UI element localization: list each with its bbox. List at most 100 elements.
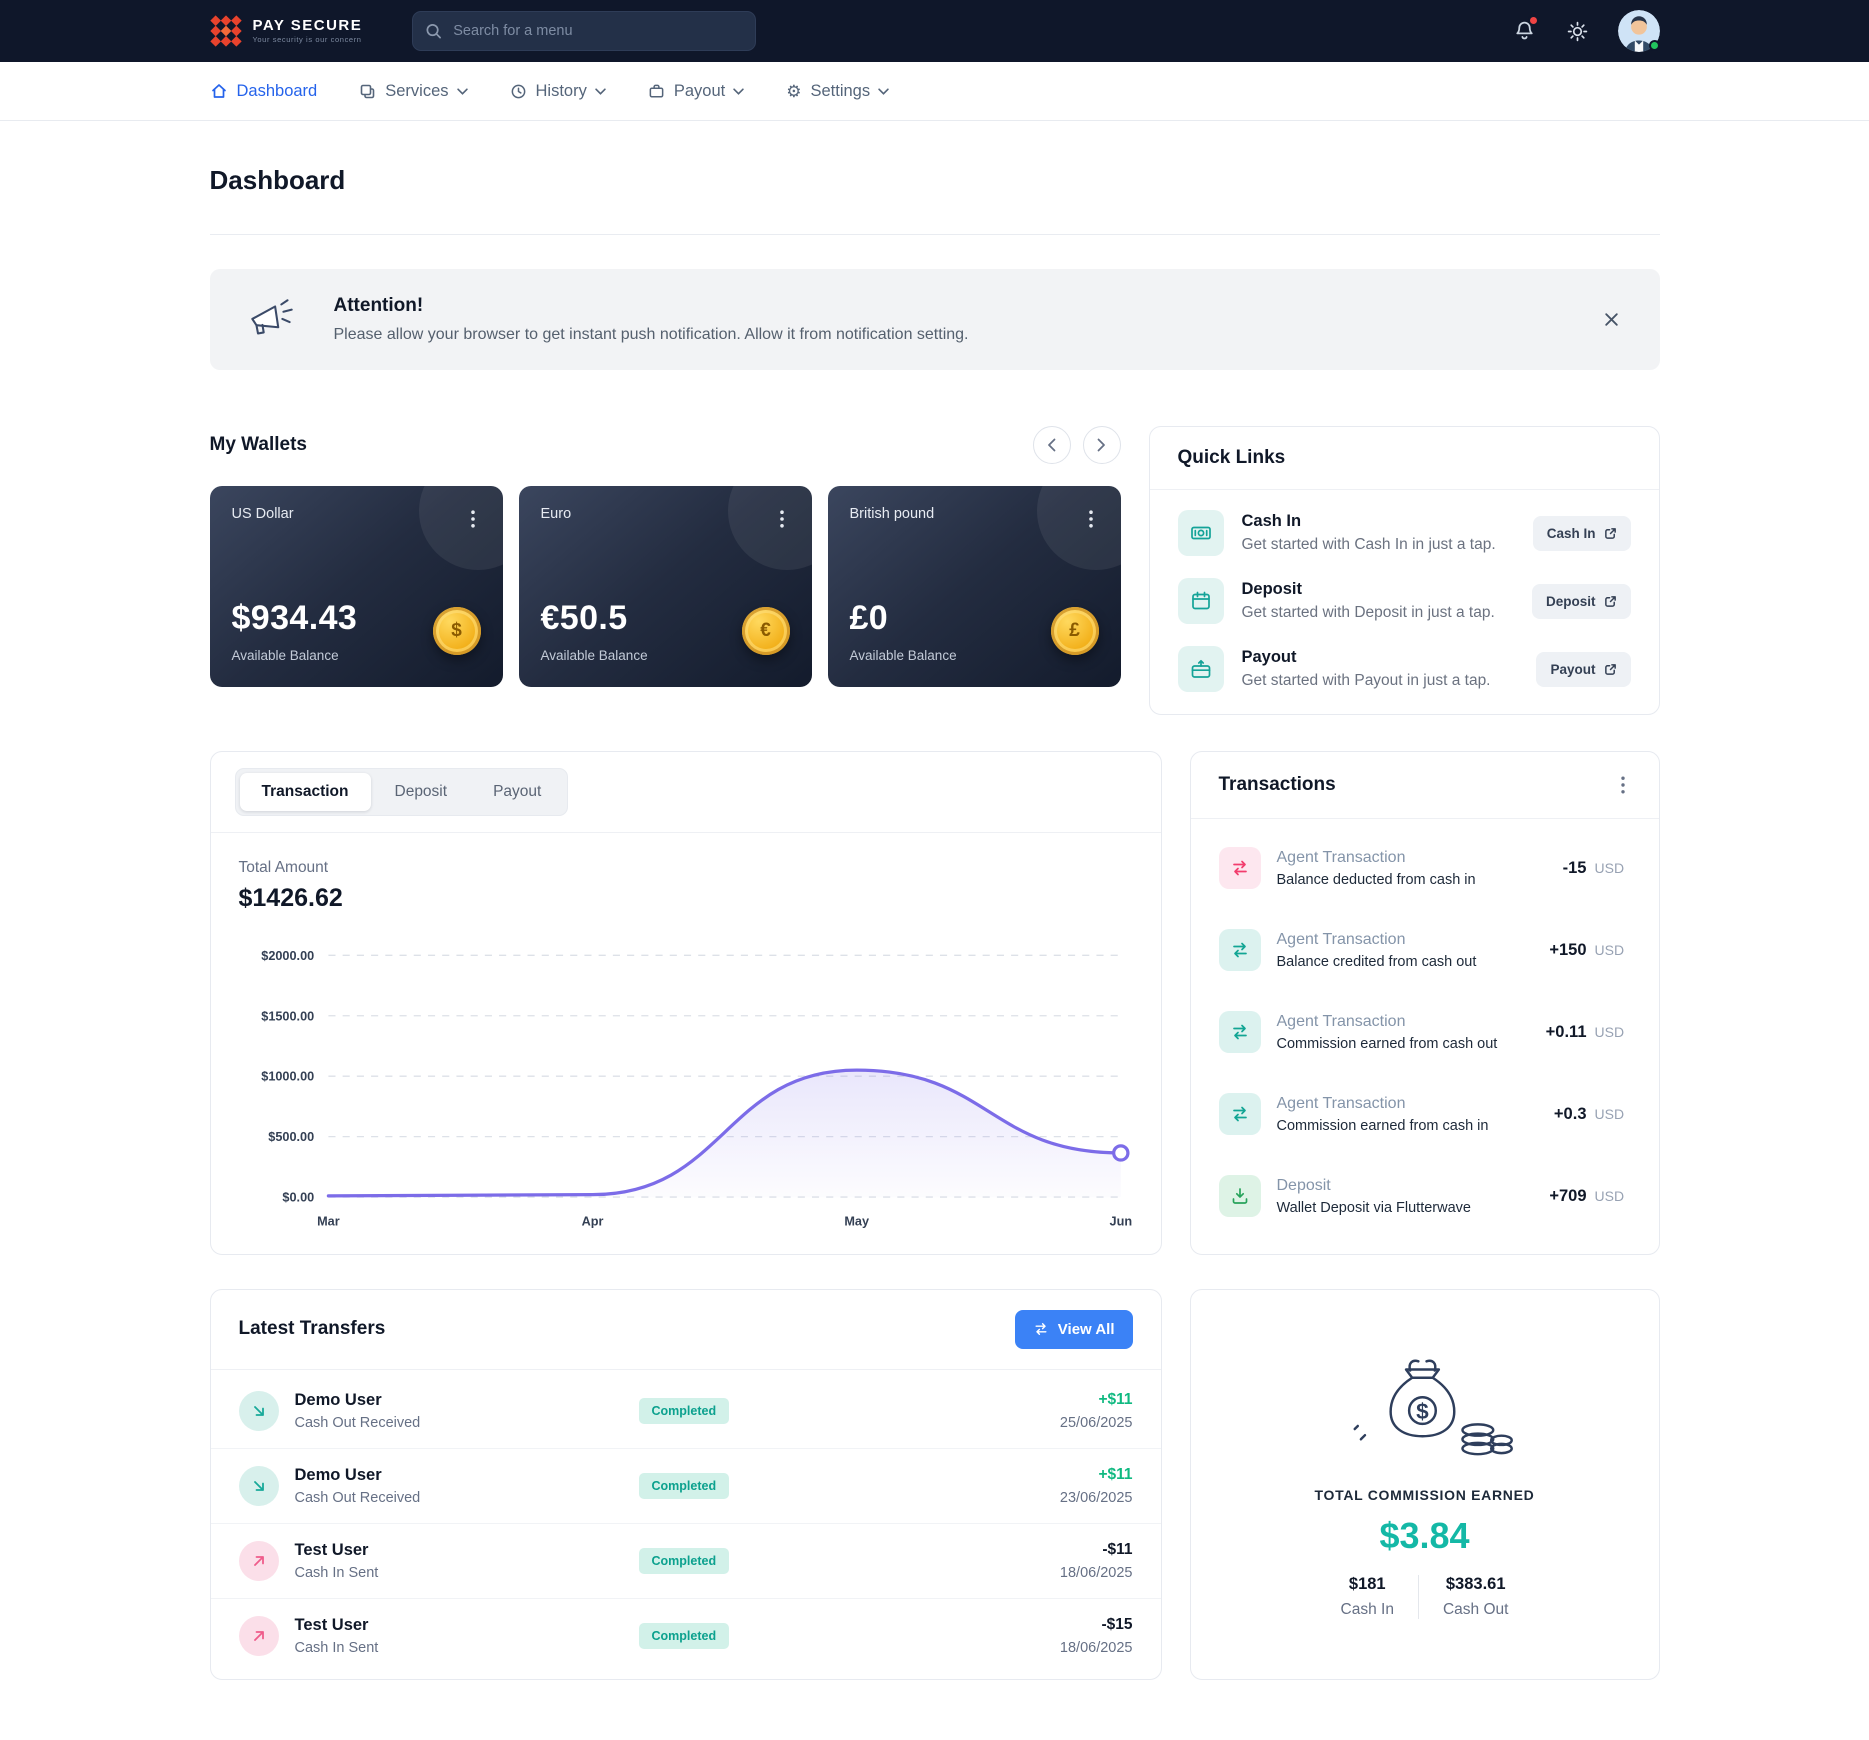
tab-payout[interactable]: Payout — [471, 773, 563, 811]
transfer-amount: +$11 — [1098, 1465, 1133, 1483]
wallets-next-button[interactable] — [1082, 426, 1121, 464]
cash-in-button[interactable]: Cash In — [1532, 515, 1631, 551]
quick-link-description: Get started with Payout in just a tap. — [1241, 672, 1491, 689]
megaphone-icon — [244, 296, 300, 344]
wallet-currency-name: British pound — [849, 506, 935, 522]
external-link-icon — [1604, 527, 1617, 540]
wallets-carousel[interactable]: US Dollar $934.43 Available Balance $ — [209, 486, 1121, 687]
quick-link-payout: Payout Get started with Payout in just a… — [1177, 646, 1631, 692]
wallet-card-british-pound: British pound £0 Available Balance £ — [827, 486, 1121, 687]
online-status-dot — [1648, 40, 1660, 51]
transaction-amount: +709 — [1549, 1186, 1587, 1205]
transfer-amount: +$11 — [1098, 1390, 1133, 1408]
transaction-item[interactable]: Deposit Wallet Deposit via Flutterwave +… — [1218, 1155, 1631, 1237]
attention-banner: Attention! Please allow your browser to … — [209, 269, 1660, 370]
transaction-item[interactable]: Agent Transaction Commission earned from… — [1218, 1073, 1631, 1155]
services-icon — [359, 83, 376, 100]
notifications-button[interactable] — [1512, 15, 1539, 44]
transaction-amount: +0.11 — [1545, 1022, 1587, 1041]
tab-transaction[interactable]: Transaction — [239, 773, 371, 811]
search-input[interactable] — [412, 11, 757, 51]
quick-link-description: Get started with Cash In in just a tap. — [1241, 536, 1496, 553]
commission-label: TOTAL COMMISSION EARNED — [1314, 1487, 1535, 1504]
transfer-arrows-icon — [1218, 929, 1261, 971]
brand-logo[interactable]: PAY SECURE Your security is our concern — [209, 15, 363, 47]
transaction-item[interactable]: Agent Transaction Balance credited from … — [1218, 909, 1631, 991]
chart-tabs: Transaction Deposit Payout — [234, 768, 569, 816]
svg-text:May: May — [844, 1215, 869, 1229]
wallet-menu-button[interactable] — [465, 506, 481, 532]
currency-coin-icon: $ — [432, 607, 481, 655]
money-bag-icon: $ — [1332, 1349, 1517, 1467]
transaction-subtitle: Wallet Deposit via Flutterwave — [1276, 1199, 1471, 1216]
banner-title: Attention! — [333, 295, 424, 316]
payout-icon — [1177, 646, 1224, 692]
chevron-down-icon — [733, 87, 744, 95]
nav-label: Dashboard — [236, 81, 318, 100]
tab-deposit[interactable]: Deposit — [373, 773, 470, 811]
deposit-button[interactable]: Deposit — [1531, 583, 1631, 619]
quick-link-title: Deposit — [1241, 580, 1303, 598]
transfer-row[interactable]: Test User Cash In Sent Completed -$15 18… — [211, 1599, 1161, 1673]
view-all-button[interactable]: View All — [1014, 1309, 1133, 1349]
banner-close-button[interactable] — [1597, 305, 1626, 334]
wallet-currency-name: Euro — [540, 506, 572, 522]
wallet-card-euro: Euro €50.5 Available Balance € — [518, 486, 812, 687]
commission-cash-out-stat: $383.61 Cash Out — [1419, 1575, 1532, 1619]
svg-text:$: $ — [1416, 1399, 1429, 1424]
cash-out-label: Cash Out — [1442, 1601, 1509, 1619]
transfer-user-name: Test User — [294, 1540, 369, 1559]
user-avatar[interactable] — [1617, 10, 1660, 52]
wallet-balance: €50.5 — [540, 599, 628, 637]
wallet-menu-button[interactable] — [1083, 506, 1099, 532]
transaction-currency: USD — [1594, 1105, 1625, 1122]
nav-item-settings[interactable]: ⚙ Settings — [786, 82, 889, 101]
nav-item-services[interactable]: Services — [359, 81, 468, 101]
transfer-arrows-icon — [1218, 847, 1261, 889]
external-link-icon — [1604, 663, 1617, 676]
nav-label: Settings — [810, 81, 871, 100]
banner-message: Please allow your browser to get instant… — [333, 326, 969, 343]
theme-toggle-button[interactable] — [1565, 19, 1590, 44]
transfer-row[interactable]: Test User Cash In Sent Completed -$11 18… — [210, 1524, 1161, 1599]
transfer-amount: -$11 — [1102, 1540, 1133, 1558]
quick-link-deposit: Deposit Get started with Deposit in just… — [1177, 578, 1631, 624]
transfer-date: 23/06/2025 — [1059, 1489, 1133, 1506]
nav-item-history[interactable]: History — [510, 82, 606, 101]
transfer-user-name: Demo User — [294, 1465, 382, 1484]
payout-button[interactable]: Payout — [1536, 651, 1631, 687]
briefcase-icon — [648, 83, 665, 100]
transaction-subtitle: Commission earned from cash in — [1276, 1117, 1489, 1134]
wallets-section: My Wallets US Dollar — [209, 426, 1121, 687]
transactions-menu-button[interactable] — [1615, 772, 1631, 798]
latest-transfers-card: Latest Transfers View All — [209, 1288, 1162, 1680]
nav-item-dashboard[interactable]: Dashboard — [210, 81, 318, 101]
wallet-currency-name: US Dollar — [231, 506, 294, 522]
svg-text:Mar: Mar — [317, 1215, 340, 1229]
transactions-panel: Transactions Agent Transaction Balance d… — [1189, 751, 1660, 1255]
transfer-date: 18/06/2025 — [1059, 1639, 1133, 1656]
transaction-area-chart: $0.00 $500.00 $1000.00 $1500.00 $2000.00 Mar A… — [261, 949, 1132, 1229]
quick-link-description: Get started with Deposit in just a tap. — [1241, 604, 1495, 621]
transaction-item[interactable]: Agent Transaction Commission earned from… — [1218, 991, 1631, 1073]
status-badge: Completed — [638, 1622, 730, 1649]
transfer-row[interactable]: Demo User Cash Out Received Completed +$… — [210, 1374, 1161, 1449]
commission-total: $3.84 — [1379, 1515, 1470, 1557]
transfer-row[interactable]: Demo User Cash Out Received Completed +$… — [210, 1449, 1161, 1524]
arrow-down-right-icon — [238, 1465, 279, 1506]
external-link-icon — [1604, 595, 1617, 608]
divider — [209, 234, 1660, 235]
nav-item-payout[interactable]: Payout — [648, 82, 744, 101]
transfer-user-name: Test User — [294, 1615, 369, 1634]
status-badge: Completed — [638, 1397, 730, 1424]
wallets-prev-button[interactable] — [1032, 426, 1071, 464]
transfer-type: Cash Out Received — [294, 1414, 421, 1431]
chevron-down-icon — [595, 87, 606, 95]
transaction-title: Agent Transaction — [1276, 848, 1406, 866]
wallet-menu-button[interactable] — [774, 506, 790, 532]
nav-label: Services — [385, 81, 449, 100]
quick-link-title: Cash In — [1241, 512, 1302, 530]
chart-card: Transaction Deposit Payout Total Amount … — [209, 751, 1162, 1255]
transaction-item[interactable]: Agent Transaction Balance deducted from … — [1218, 827, 1631, 909]
history-clock-icon — [510, 83, 527, 100]
